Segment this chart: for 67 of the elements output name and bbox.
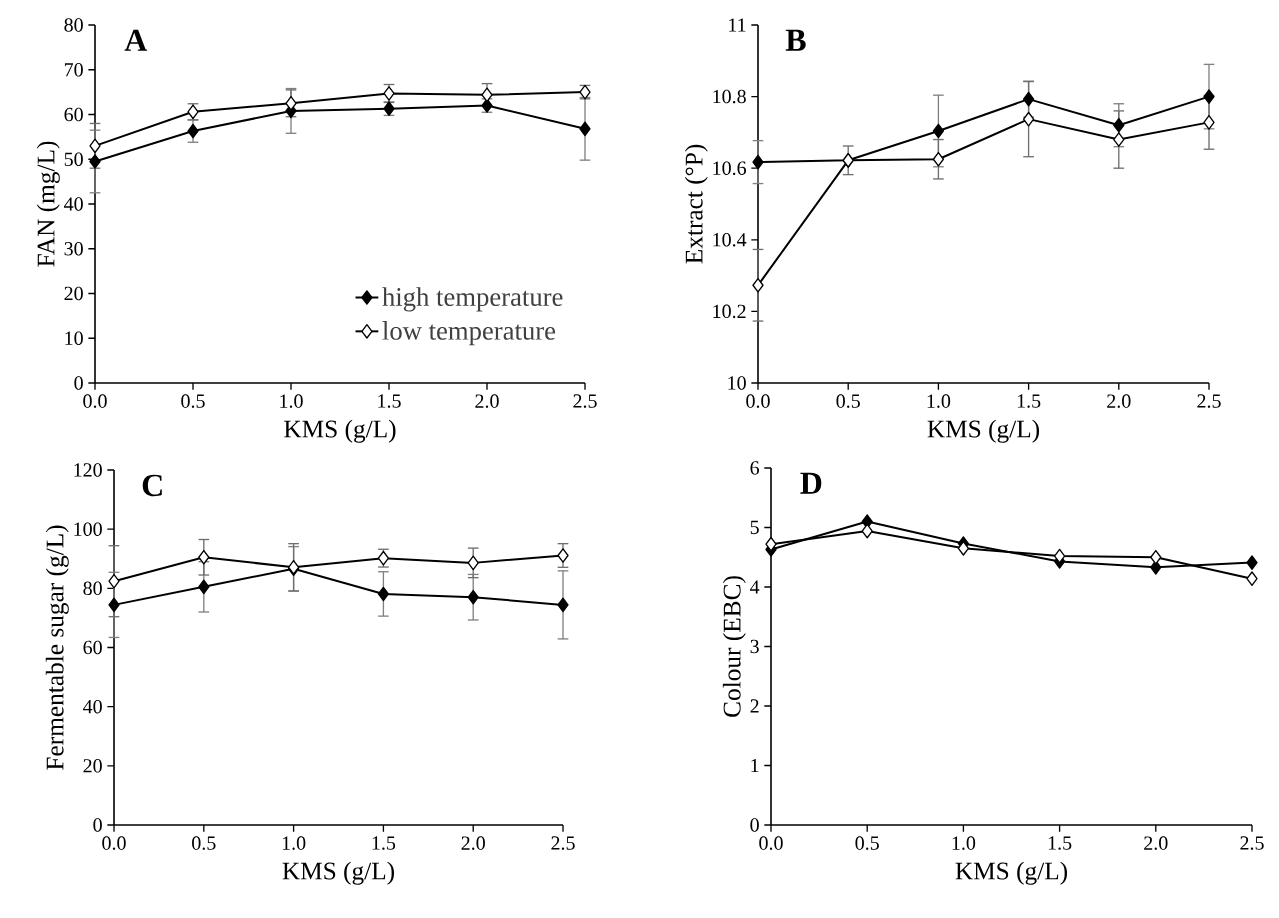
y-tick-label: 120 [74,463,102,477]
y-tick-label: 11 [729,18,746,32]
x-tick-label: 1.0 [280,394,303,408]
y-tick-label: 2 [750,699,759,713]
x-axis-title: KMS (g/L) [955,861,1068,885]
x-tick-label: 2.5 [1240,836,1264,850]
y-tick-label: 0 [93,818,102,832]
x-tick-label: 1.0 [952,836,976,850]
x-tick-label: 1.5 [1048,836,1072,850]
y-tick-label: 10.4 [713,233,747,247]
x-tick-label: 0.5 [855,836,879,850]
legend-label: high temperature [382,287,563,312]
y-tick-label: 80 [83,581,102,596]
y-tick-label: 60 [83,640,102,655]
y-tick-label: 1 [751,758,759,773]
y-tick-label: 10.8 [713,89,746,104]
x-tick-label: 1.0 [927,394,951,408]
y-axis-title: Extract (°P) [684,144,708,264]
chart-title: D [800,472,822,494]
x-tick-label: 2.0 [1144,836,1168,850]
y-tick-label: 30 [64,242,83,256]
y-axis-title: Fermentable sugar (g/L) [45,525,69,770]
x-tick-label: 0.5 [836,394,860,408]
x-tick-label: 2.0 [461,836,485,850]
y-tick-label: 5 [750,520,759,535]
y-tick-label: 40 [83,699,102,714]
x-tick-label: 2.5 [551,836,575,850]
x-tick-label: 0.5 [181,394,205,408]
y-tick-label: 0 [750,818,759,832]
x-tick-label: 1.5 [372,836,396,850]
x-tick-label: 0.0 [83,394,107,408]
x-tick-label: 1.5 [378,394,401,408]
x-tick-label: 2.5 [1197,394,1221,408]
y-axis-title: Colour (EBC) [722,576,746,717]
y-tick-label: 40 [64,197,83,211]
y-tick-label: 20 [83,759,102,773]
y-tick-label: 4 [750,580,760,594]
y-tick-label: 6 [750,461,760,475]
y-tick-label: 10.2 [713,304,746,319]
y-tick-label: 10 [728,376,746,390]
x-tick-label: 2.0 [475,394,499,408]
y-tick-label: 60 [64,107,83,122]
chart-title: C [142,474,162,497]
y-tick-label: 80 [64,18,83,32]
x-tick-label: 2.5 [573,394,597,408]
x-tick-label: 0.0 [746,394,770,408]
x-tick-label: 1.5 [1017,394,1041,408]
y-axis-title: FAN (mg/L) [36,141,60,267]
y-tick-label: 3 [750,639,759,654]
y-tick-label: 10.6 [713,161,747,175]
chart-title: A [124,29,148,51]
y-tick-label: 50 [64,152,83,166]
chart-title: B [785,29,806,51]
x-axis-title: KMS (g/L) [927,419,1040,443]
x-tick-label: 0.0 [759,836,783,850]
x-tick-label: 0.5 [192,836,216,850]
x-axis-title: KMS (g/L) [282,861,395,885]
y-tick-label: 20 [64,286,83,301]
x-tick-label: 2.0 [1107,394,1131,408]
legend-label: low temperature [382,321,556,346]
y-tick-label: 70 [64,63,83,77]
x-tick-label: 1.0 [282,836,306,850]
x-tick-label: 0.0 [102,836,126,850]
x-axis-title: KMS (g/L) [284,419,396,443]
y-tick-label: 100 [74,522,102,536]
y-tick-label: 0 [74,376,83,390]
y-tick-label: 10 [65,331,83,345]
